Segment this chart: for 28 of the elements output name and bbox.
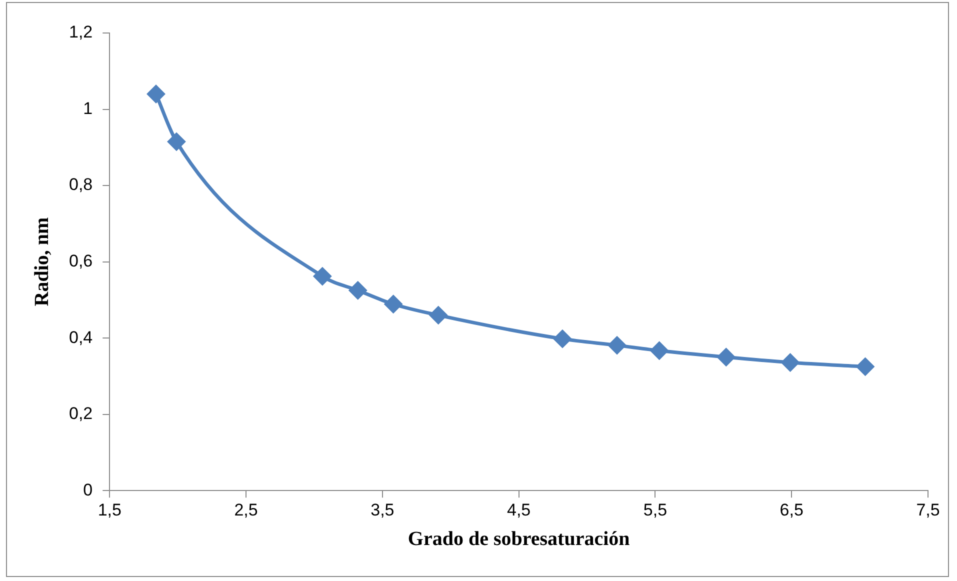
y-tick-label: 0,2: [68, 404, 93, 424]
x-tick-label: 1,5: [98, 500, 122, 520]
y-tick-label: 1: [83, 98, 93, 118]
x-tick-label: 2,5: [234, 500, 258, 520]
point: [430, 306, 448, 324]
point: [608, 336, 626, 354]
x-tick-label: 7,5: [916, 500, 940, 520]
point: [384, 295, 402, 313]
y-tick-label: 0,4: [68, 328, 93, 347]
point: [168, 132, 186, 150]
point: [856, 358, 874, 376]
point: [781, 354, 799, 372]
x-tick-label: 3,5: [370, 500, 394, 520]
point: [554, 330, 572, 348]
x-tick-label: 4,5: [506, 500, 531, 520]
y-tick-label: 0,6: [68, 251, 93, 270]
x-axis-title: Grado de sobresaturación: [408, 528, 630, 550]
y-axis-title: Radio, nm: [31, 217, 54, 306]
point: [717, 348, 735, 366]
x-tick-label: 5,5: [643, 500, 668, 520]
y-tick-label: 0,8: [68, 175, 93, 194]
point: [314, 268, 332, 286]
y-tick-label: 1,2: [68, 22, 93, 42]
point: [650, 342, 668, 360]
point: [349, 282, 367, 300]
point: [147, 85, 165, 103]
x-tick-label: 6,5: [780, 500, 804, 520]
y-tick-label: 0: [83, 480, 93, 500]
